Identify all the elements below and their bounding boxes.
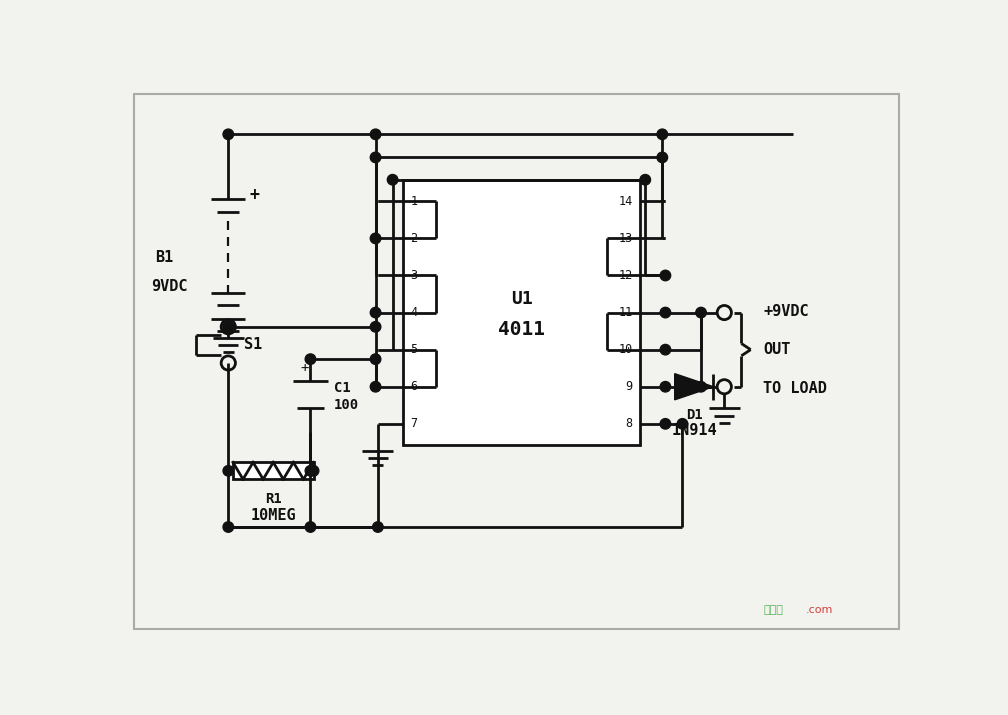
Circle shape [657,152,667,162]
Text: S1: S1 [244,337,262,352]
Circle shape [305,522,316,532]
Circle shape [370,152,381,162]
Circle shape [370,129,381,139]
Text: 8: 8 [626,418,633,430]
Polygon shape [674,374,714,400]
Text: 10: 10 [619,343,633,356]
Circle shape [305,354,316,365]
Circle shape [387,174,398,185]
Circle shape [660,418,670,429]
Bar [403,179,640,445]
Circle shape [640,174,650,185]
Text: 1N914: 1N914 [671,423,717,438]
Text: 100: 100 [334,398,359,413]
Text: 9: 9 [626,380,633,393]
Circle shape [370,322,381,332]
Text: 2: 2 [410,232,417,245]
Text: .com: .com [806,605,834,615]
Text: D1: D1 [685,408,703,422]
Circle shape [677,418,687,429]
Text: 13: 13 [619,232,633,245]
Circle shape [696,382,707,392]
Circle shape [308,465,319,476]
Circle shape [660,270,670,281]
Text: 1: 1 [410,194,417,208]
Text: 3: 3 [410,269,417,282]
Text: 6: 6 [410,380,417,393]
Text: 7: 7 [410,418,417,430]
Text: 12: 12 [619,269,633,282]
Circle shape [370,233,381,244]
Circle shape [696,307,707,317]
Text: OUT: OUT [763,342,790,358]
Circle shape [223,465,234,476]
Circle shape [370,354,381,365]
Text: TO LOAD: TO LOAD [763,381,827,396]
Text: 4: 4 [410,306,417,319]
Circle shape [370,382,381,392]
Text: +9VDC: +9VDC [763,304,808,318]
Circle shape [660,345,670,355]
Circle shape [223,322,234,332]
Text: 10MEG: 10MEG [250,508,296,523]
Text: 14: 14 [619,194,633,208]
Text: 4011: 4011 [498,320,545,339]
Text: +: + [250,186,260,204]
Circle shape [373,522,383,532]
Circle shape [223,322,234,332]
Bar [233,463,313,479]
Circle shape [223,522,234,532]
Text: 放线图: 放线图 [763,605,783,615]
Circle shape [370,307,381,317]
Text: U1: U1 [511,290,532,307]
Text: +: + [300,360,308,375]
Circle shape [657,129,667,139]
Text: R1: R1 [265,493,281,506]
Text: 5: 5 [410,343,417,356]
Circle shape [223,129,234,139]
Text: B1: B1 [155,250,173,265]
Circle shape [305,465,316,476]
Circle shape [660,307,670,317]
Text: 9VDC: 9VDC [151,279,187,293]
Circle shape [660,382,670,392]
Text: 11: 11 [619,306,633,319]
Text: C1: C1 [334,381,351,395]
